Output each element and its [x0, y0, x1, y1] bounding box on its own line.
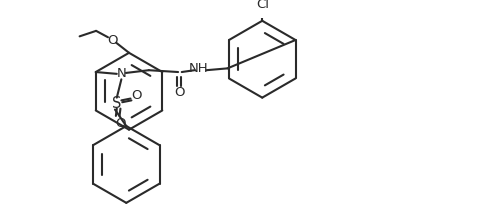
Text: O: O [107, 33, 118, 46]
Text: S: S [112, 96, 121, 111]
Text: N: N [116, 67, 126, 80]
Text: O: O [132, 89, 142, 102]
Text: O: O [175, 86, 185, 99]
Text: NH: NH [189, 62, 208, 75]
Text: Cl: Cl [256, 0, 269, 11]
Text: O: O [115, 117, 126, 130]
